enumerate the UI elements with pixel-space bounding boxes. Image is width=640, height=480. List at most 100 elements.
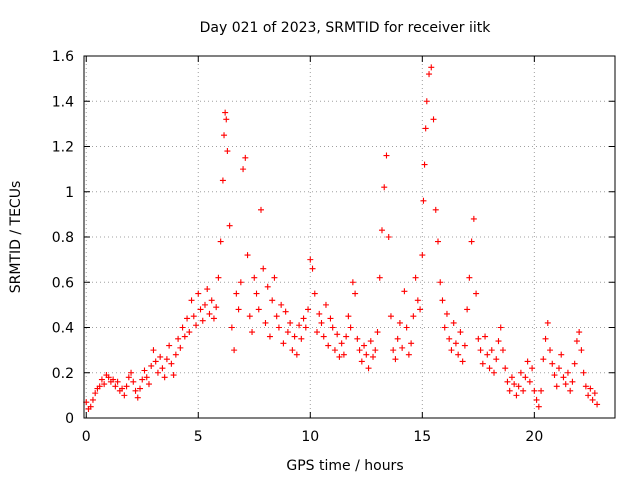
data-point (432, 206, 439, 213)
data-point (237, 279, 244, 286)
data-point (578, 347, 585, 354)
data-point (210, 315, 217, 322)
data-point (235, 306, 242, 313)
y-axis: 0 0.2 0.4 0.6 0.8 1 1.2 1.4 1.6 (52, 49, 615, 427)
data-point (307, 256, 314, 263)
data-point (435, 238, 441, 245)
data-point (244, 252, 251, 259)
data-point (587, 385, 594, 392)
data-point (157, 353, 164, 360)
data-point (403, 324, 410, 331)
data-point (423, 98, 430, 105)
y-axis-label: SRMTID / TECUs (8, 181, 24, 294)
data-point (343, 333, 350, 340)
data-point (502, 365, 509, 372)
data-point (506, 387, 513, 394)
data-point (280, 340, 287, 347)
data-point (221, 132, 228, 139)
data-point (105, 374, 112, 381)
data-point (426, 71, 433, 78)
data-point (175, 335, 182, 342)
plot-area-border (83, 55, 616, 419)
data-point (271, 274, 278, 281)
x-axis: 0 5 10 15 20 (82, 56, 543, 445)
data-point (305, 306, 312, 313)
data-point (289, 347, 296, 354)
data-point (515, 383, 522, 390)
data-point (573, 338, 580, 345)
data-point (222, 109, 229, 116)
data-point (318, 319, 325, 326)
data-point (535, 403, 542, 410)
data-point (419, 252, 426, 259)
data-point (269, 297, 276, 304)
data-point (529, 365, 536, 372)
data-point (309, 265, 316, 272)
data-point (311, 290, 318, 297)
data-point (213, 304, 220, 311)
data-point (358, 358, 365, 365)
data-point (273, 313, 280, 320)
y-tick-label: 0 (65, 411, 74, 427)
data-point (475, 335, 482, 342)
data-point (89, 396, 96, 403)
data-point (228, 324, 235, 331)
data-point (266, 333, 273, 340)
y-tick-label: 0.2 (52, 366, 74, 382)
data-point (246, 313, 253, 320)
data-points (83, 64, 601, 412)
data-point (455, 351, 462, 358)
data-point (576, 329, 583, 336)
data-point (459, 358, 466, 365)
data-point (538, 387, 545, 394)
data-point (329, 324, 336, 331)
data-point (589, 396, 596, 403)
data-point (260, 265, 267, 272)
data-point (302, 324, 309, 331)
data-point (526, 378, 533, 385)
data-point (161, 374, 168, 381)
data-point (316, 310, 323, 317)
data-point (128, 369, 135, 376)
data-point (264, 283, 271, 290)
data-point (513, 392, 520, 399)
data-point (184, 315, 191, 322)
y-tick-label: 1.6 (52, 49, 74, 65)
data-point (338, 340, 345, 347)
data-point (553, 383, 560, 390)
data-point (399, 344, 406, 351)
data-point (134, 394, 141, 401)
data-point (233, 290, 240, 297)
data-point (410, 313, 417, 320)
data-point (392, 356, 399, 363)
data-point (533, 396, 540, 403)
data-point (446, 335, 453, 342)
data-point (345, 313, 352, 320)
data-point (547, 347, 554, 354)
data-point (394, 335, 401, 342)
data-point (287, 319, 294, 326)
data-point (495, 338, 502, 345)
data-point (262, 319, 269, 326)
data-point (293, 351, 300, 358)
data-point (417, 306, 424, 313)
y-tick-label: 1 (65, 185, 74, 201)
data-point (143, 374, 150, 381)
data-point (98, 376, 105, 383)
data-point (461, 342, 468, 349)
data-point (150, 347, 157, 354)
data-point (370, 353, 377, 360)
data-point (383, 152, 390, 159)
data-point (284, 329, 291, 336)
x-tick-label: 0 (82, 429, 91, 445)
data-point (560, 374, 567, 381)
data-point (145, 381, 152, 388)
data-point (215, 274, 222, 281)
data-point (223, 116, 230, 123)
data-point (139, 376, 146, 383)
x-tick-label: 20 (525, 429, 543, 445)
data-point (240, 166, 247, 173)
data-point (137, 385, 144, 392)
data-point (172, 351, 179, 358)
data-point (387, 313, 394, 320)
